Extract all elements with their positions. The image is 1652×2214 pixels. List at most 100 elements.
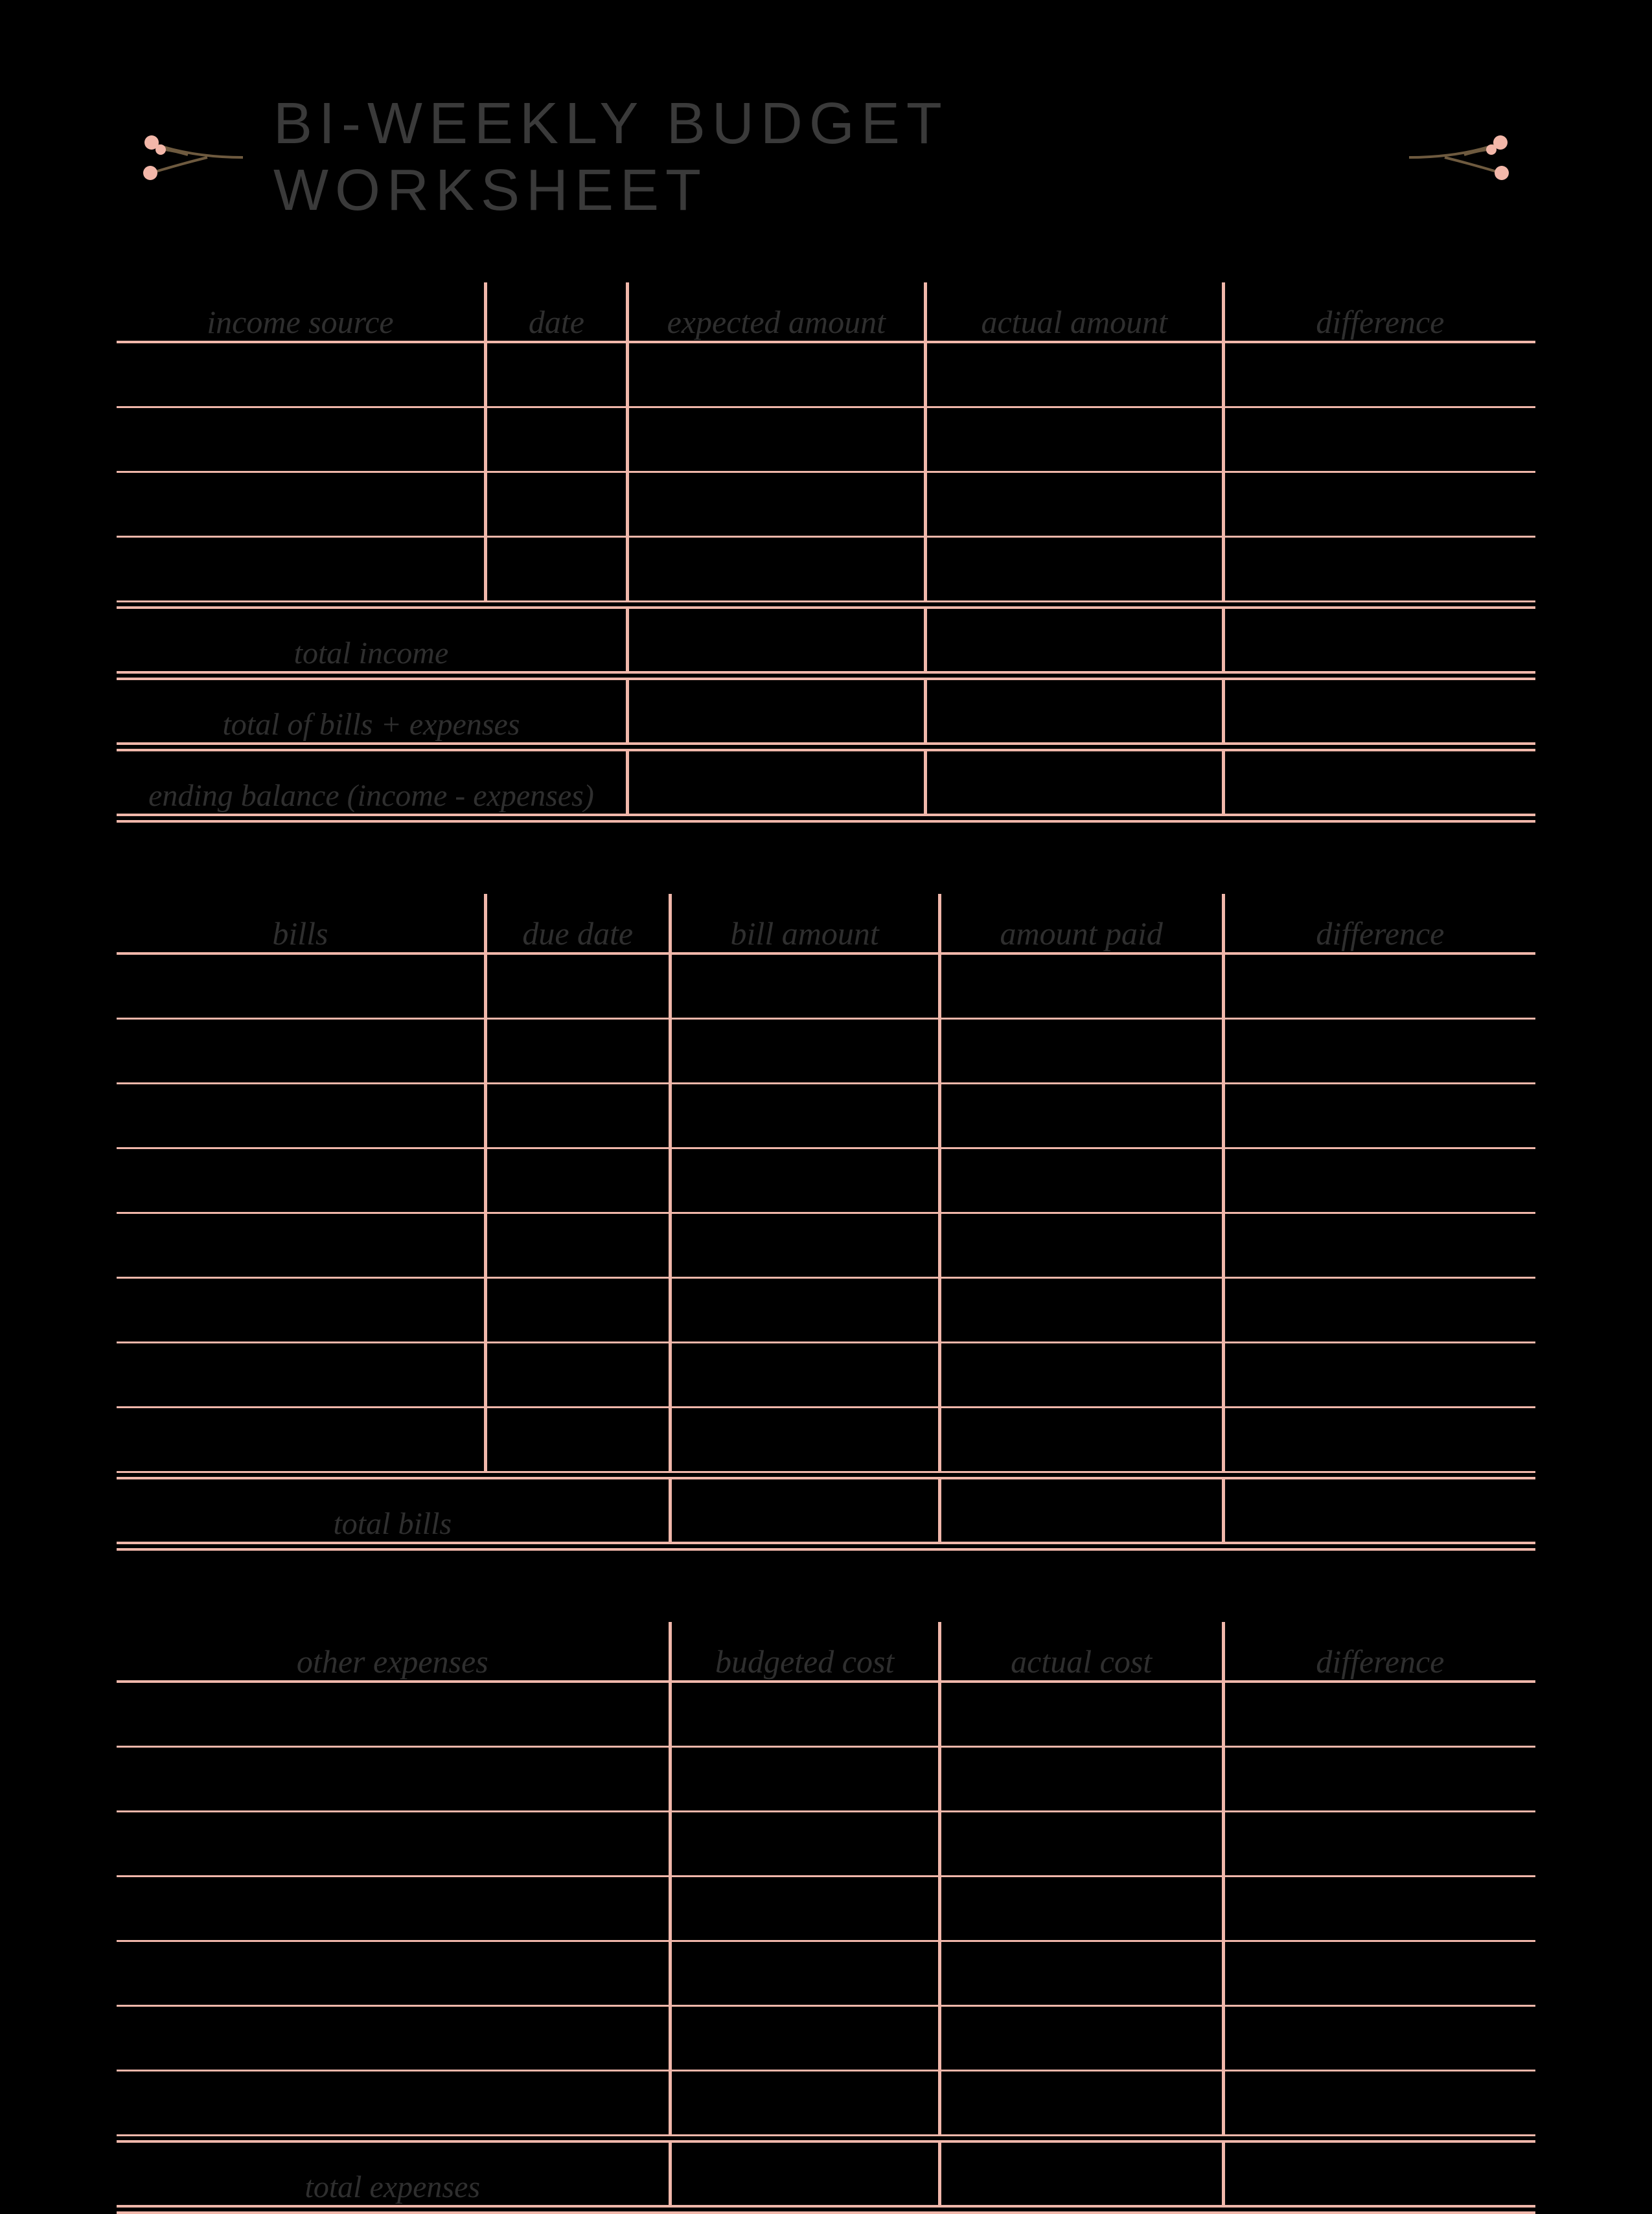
input-cell[interactable]	[485, 1342, 670, 1407]
input-cell[interactable]	[1223, 1746, 1535, 1811]
summary-value-cell[interactable]	[670, 2141, 939, 2206]
input-cell[interactable]	[117, 1746, 670, 1811]
input-cell[interactable]	[939, 1213, 1223, 1277]
summary-value-cell[interactable]	[925, 679, 1223, 744]
input-cell[interactable]	[627, 407, 925, 472]
input-cell[interactable]	[939, 2070, 1223, 2135]
input-cell[interactable]	[670, 1277, 939, 1342]
input-cell[interactable]	[117, 1876, 670, 1941]
input-cell[interactable]	[1223, 1811, 1535, 1876]
input-cell[interactable]	[670, 1746, 939, 1811]
input-cell[interactable]	[117, 1342, 485, 1407]
input-cell[interactable]	[485, 953, 670, 1018]
input-cell[interactable]	[925, 536, 1223, 601]
input-cell[interactable]	[627, 536, 925, 601]
input-cell[interactable]	[485, 472, 627, 536]
input-cell[interactable]	[117, 1811, 670, 1876]
input-cell[interactable]	[485, 1407, 670, 1472]
input-cell[interactable]	[117, 1407, 485, 1472]
summary-value-cell[interactable]	[939, 2141, 1223, 2206]
input-cell[interactable]	[117, 407, 485, 472]
input-cell[interactable]	[485, 1018, 670, 1083]
summary-value-cell[interactable]	[627, 750, 925, 815]
input-cell[interactable]	[670, 1018, 939, 1083]
input-cell[interactable]	[670, 1941, 939, 2005]
summary-value-cell[interactable]	[1223, 750, 1535, 815]
input-cell[interactable]	[670, 1682, 939, 1746]
input-cell[interactable]	[117, 342, 485, 407]
input-cell[interactable]	[117, 536, 485, 601]
input-cell[interactable]	[939, 1083, 1223, 1148]
input-cell[interactable]	[627, 472, 925, 536]
summary-value-cell[interactable]	[1223, 679, 1535, 744]
input-cell[interactable]	[939, 1148, 1223, 1213]
input-cell[interactable]	[670, 1213, 939, 1277]
input-cell[interactable]	[670, 1876, 939, 1941]
input-cell[interactable]	[1223, 1277, 1535, 1342]
input-cell[interactable]	[485, 1148, 670, 1213]
input-cell[interactable]	[1223, 1407, 1535, 1472]
input-cell[interactable]	[485, 1083, 670, 1148]
input-cell[interactable]	[117, 1018, 485, 1083]
summary-value-cell[interactable]	[670, 1478, 939, 1543]
input-cell[interactable]	[670, 1407, 939, 1472]
input-cell[interactable]	[117, 2070, 670, 2135]
input-cell[interactable]	[1223, 536, 1535, 601]
input-cell[interactable]	[939, 1811, 1223, 1876]
input-cell[interactable]	[670, 2005, 939, 2070]
input-cell[interactable]	[627, 342, 925, 407]
input-cell[interactable]	[939, 2005, 1223, 2070]
input-cell[interactable]	[1223, 1018, 1535, 1083]
input-cell[interactable]	[939, 1941, 1223, 2005]
input-cell[interactable]	[939, 1277, 1223, 1342]
summary-value-cell[interactable]	[925, 608, 1223, 672]
input-cell[interactable]	[485, 1213, 670, 1277]
summary-value-cell[interactable]	[1223, 2141, 1535, 2206]
input-cell[interactable]	[670, 1083, 939, 1148]
input-cell[interactable]	[1223, 953, 1535, 1018]
input-cell[interactable]	[670, 953, 939, 1018]
input-cell[interactable]	[1223, 472, 1535, 536]
summary-value-cell[interactable]	[1223, 608, 1535, 672]
input-cell[interactable]	[485, 342, 627, 407]
input-cell[interactable]	[1223, 1876, 1535, 1941]
input-cell[interactable]	[939, 1876, 1223, 1941]
summary-value-cell[interactable]	[627, 679, 925, 744]
summary-value-cell[interactable]	[627, 608, 925, 672]
input-cell[interactable]	[117, 1682, 670, 1746]
input-cell[interactable]	[1223, 1342, 1535, 1407]
summary-value-cell[interactable]	[925, 750, 1223, 815]
input-cell[interactable]	[1223, 407, 1535, 472]
input-cell[interactable]	[117, 472, 485, 536]
input-cell[interactable]	[1223, 342, 1535, 407]
input-cell[interactable]	[670, 1811, 939, 1876]
input-cell[interactable]	[1223, 1941, 1535, 2005]
input-cell[interactable]	[925, 472, 1223, 536]
input-cell[interactable]	[1223, 2005, 1535, 2070]
input-cell[interactable]	[485, 536, 627, 601]
input-cell[interactable]	[1223, 1148, 1535, 1213]
input-cell[interactable]	[670, 1148, 939, 1213]
input-cell[interactable]	[117, 1083, 485, 1148]
input-cell[interactable]	[117, 2005, 670, 2070]
input-cell[interactable]	[670, 1342, 939, 1407]
input-cell[interactable]	[1223, 1083, 1535, 1148]
input-cell[interactable]	[670, 2070, 939, 2135]
summary-value-cell[interactable]	[1223, 1478, 1535, 1543]
input-cell[interactable]	[939, 1407, 1223, 1472]
input-cell[interactable]	[485, 407, 627, 472]
input-cell[interactable]	[939, 1342, 1223, 1407]
input-cell[interactable]	[939, 1746, 1223, 1811]
input-cell[interactable]	[117, 1213, 485, 1277]
input-cell[interactable]	[925, 342, 1223, 407]
input-cell[interactable]	[117, 1148, 485, 1213]
input-cell[interactable]	[485, 1277, 670, 1342]
input-cell[interactable]	[939, 953, 1223, 1018]
input-cell[interactable]	[1223, 1213, 1535, 1277]
input-cell[interactable]	[117, 1941, 670, 2005]
input-cell[interactable]	[939, 1018, 1223, 1083]
input-cell[interactable]	[925, 407, 1223, 472]
input-cell[interactable]	[117, 953, 485, 1018]
input-cell[interactable]	[939, 1682, 1223, 1746]
input-cell[interactable]	[117, 1277, 485, 1342]
